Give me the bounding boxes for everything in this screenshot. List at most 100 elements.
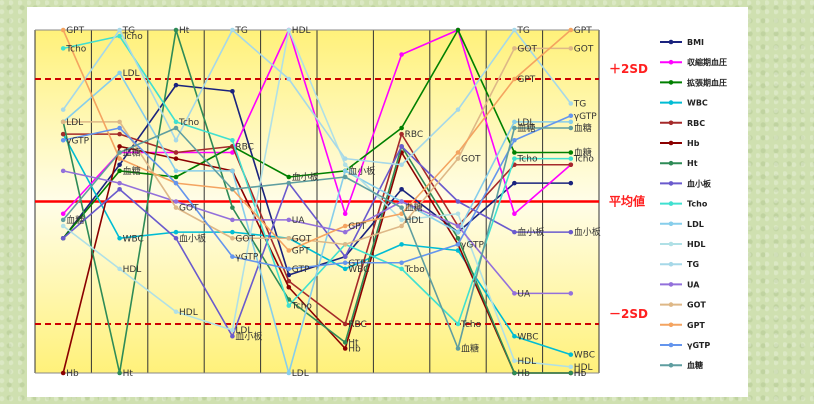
data-point [455, 321, 461, 327]
data-point [342, 242, 348, 247]
data-point [342, 266, 348, 272]
data-point [568, 119, 574, 125]
point-label: HDL [574, 363, 593, 373]
data-point [342, 340, 348, 345]
data-point [399, 266, 404, 272]
series-line [62, 72, 571, 374]
data-point [455, 229, 461, 235]
data-point [173, 150, 179, 155]
data-point [568, 150, 574, 155]
point-label: GOT [574, 44, 594, 54]
reference-lines [35, 78, 599, 325]
data-point [399, 162, 404, 168]
legend-label: 血糖 [687, 360, 703, 370]
point-label: 血糖 [517, 122, 535, 134]
series-line [62, 29, 571, 374]
point-label: HDL [292, 26, 311, 36]
point-label: γGTP [461, 240, 484, 250]
point-label: 血糖 [123, 147, 141, 159]
point-label: HDL [179, 308, 198, 318]
data-point [512, 180, 517, 186]
data-point [286, 174, 292, 180]
legend-label: UA [687, 280, 700, 289]
data-point [399, 131, 404, 137]
point-label: Ht [348, 338, 359, 348]
data-point [173, 125, 179, 131]
point-label: 血糖 [66, 214, 84, 226]
data-point [230, 327, 235, 333]
legend-marker [668, 342, 674, 348]
data-point [117, 162, 122, 168]
legend-marker [668, 140, 674, 146]
series-line [62, 29, 571, 368]
point-label: Ht [574, 369, 585, 379]
data-point [173, 137, 179, 143]
data-point [230, 88, 235, 94]
data-point [230, 205, 235, 210]
series-line [62, 29, 572, 252]
legend-label: GPT [687, 321, 705, 330]
data-point [568, 46, 574, 51]
data-point [512, 358, 517, 364]
data-point [342, 346, 348, 351]
point-label: WBC [348, 265, 369, 275]
data-point [568, 156, 574, 161]
data-point [512, 46, 517, 51]
data-point [230, 254, 235, 259]
data-point [399, 205, 404, 210]
data-point [117, 266, 122, 272]
legend-label: GOT [687, 301, 706, 310]
data-point [342, 162, 348, 168]
data-point [60, 27, 66, 33]
data-point [342, 254, 348, 259]
data-point [230, 217, 235, 223]
data-point [173, 199, 179, 204]
point-label: GPT [292, 247, 310, 257]
reference-labels: ＋2SD 平均値 －2SD [609, 62, 648, 321]
point-label: Tcho [573, 155, 595, 165]
data-point [568, 113, 574, 119]
point-label: RBC [235, 142, 254, 152]
data-point [117, 131, 122, 137]
legend-label: 血小板 [687, 178, 712, 188]
point-label: LDL [123, 69, 140, 79]
series-line [63, 133, 571, 325]
data-point [60, 223, 66, 229]
data-point [60, 107, 66, 112]
point-label: Tcbo [404, 265, 426, 275]
data-point [568, 229, 574, 235]
data-point [512, 150, 517, 155]
point-label: HDL [123, 265, 142, 275]
series-line [62, 29, 571, 239]
data-point [399, 223, 404, 229]
data-point [230, 27, 235, 33]
data-point [455, 27, 461, 33]
data-point [173, 27, 179, 33]
legend-label: Hb [687, 139, 700, 148]
data-point [399, 52, 404, 57]
data-point [117, 70, 122, 76]
point-label: Ht [179, 26, 190, 36]
point-label: 血小板 [574, 226, 601, 238]
data-point [230, 235, 235, 241]
series-line [62, 29, 572, 166]
data-point [117, 125, 122, 131]
data-point [512, 27, 517, 33]
point-label: GOT [235, 234, 255, 244]
data-point [60, 217, 66, 223]
point-label: GPT [66, 26, 84, 36]
data-point [117, 27, 122, 33]
data-point [512, 211, 517, 217]
point-label: TG [573, 100, 586, 110]
data-point [399, 242, 404, 247]
point-label: 血小板 [348, 165, 375, 177]
point-label: HDL [405, 216, 424, 226]
data-point [117, 144, 122, 149]
data-point [286, 180, 292, 186]
data-point [342, 229, 348, 235]
data-point [117, 150, 122, 155]
data-point [286, 303, 292, 308]
point-label: LDL [517, 118, 534, 128]
data-point [342, 223, 348, 229]
